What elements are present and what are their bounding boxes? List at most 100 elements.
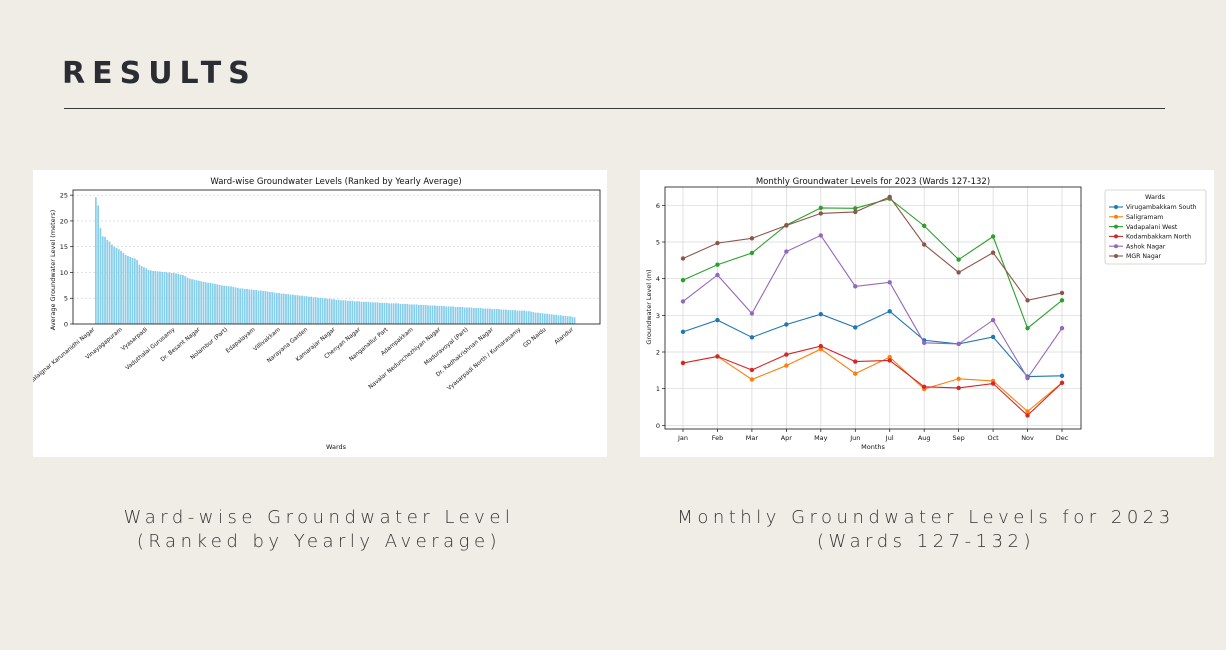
- bar: [266, 291, 269, 324]
- series-point: [715, 354, 720, 359]
- legend-entry-label: Ashok Nagar: [1126, 243, 1166, 250]
- series-point: [715, 272, 720, 278]
- bar-y-tick-label: 15: [60, 243, 68, 251]
- bar: [104, 236, 106, 324]
- bar: [381, 302, 384, 324]
- line-x-tick-label: Aug: [918, 434, 931, 442]
- bar: [321, 298, 324, 324]
- bar: [184, 276, 187, 324]
- bar: [495, 309, 498, 324]
- bar: [534, 312, 537, 324]
- bar: [427, 305, 429, 324]
- series-point: [990, 334, 996, 340]
- series-point: [956, 376, 961, 381]
- bar-plot-frame: [72, 189, 601, 325]
- bar: [209, 282, 212, 324]
- bar: [537, 312, 539, 324]
- bar: [573, 317, 576, 324]
- bar: [509, 310, 512, 324]
- bar: [468, 307, 471, 324]
- series-point: [921, 384, 927, 390]
- bar: [145, 268, 148, 324]
- bar: [500, 309, 503, 324]
- bar: [429, 305, 432, 324]
- series-point: [680, 360, 686, 366]
- series-point: [853, 371, 858, 376]
- bar: [138, 264, 141, 324]
- bar: [452, 306, 455, 324]
- bar: [227, 286, 230, 324]
- line-x-tick-label: Dec: [1056, 434, 1069, 442]
- bar: [333, 299, 335, 324]
- bar: [385, 302, 388, 324]
- bar: [129, 257, 132, 324]
- bar-y-tick-label: 0: [64, 321, 68, 329]
- bar: [120, 250, 122, 324]
- series-line: [682, 196, 1063, 301]
- bar: [232, 286, 235, 324]
- legend-swatch-marker: [1114, 234, 1118, 239]
- line-y-tick-label: 0: [656, 422, 660, 430]
- bar: [285, 294, 287, 324]
- bar: [175, 273, 177, 324]
- bar: [342, 300, 345, 324]
- bar: [569, 316, 571, 324]
- bar: [493, 309, 496, 324]
- legend-entry-label: Virugambakkam South: [1126, 204, 1197, 211]
- line-x-tick-label: Sep: [953, 434, 965, 442]
- bar-x-tick-label: Villivakkam: [253, 327, 282, 353]
- bar: [303, 296, 306, 324]
- bar: [454, 306, 457, 324]
- bar: [390, 303, 393, 324]
- bar: [179, 274, 182, 324]
- bar: [223, 285, 225, 324]
- bar: [559, 315, 562, 324]
- line-chart-x-axis-label: Months: [861, 443, 885, 451]
- line-chart-legend: Wards Virugambakkam South Saligramam Vadap…: [1104, 189, 1207, 265]
- bar: [523, 310, 526, 324]
- bar-y-tick-label: 25: [60, 192, 68, 200]
- bar: [383, 302, 386, 324]
- bar: [246, 288, 248, 324]
- bar: [369, 302, 372, 324]
- series-point: [990, 381, 996, 386]
- bar: [548, 314, 551, 324]
- bar: [319, 297, 322, 324]
- series-point: [921, 242, 927, 247]
- bar: [122, 252, 125, 324]
- bar: [450, 306, 452, 324]
- line-y-tick-label: 1: [656, 385, 660, 393]
- bar: [250, 289, 253, 324]
- bar: [447, 306, 450, 324]
- slide-title: RESULTS: [62, 56, 257, 91]
- bar: [546, 313, 548, 324]
- bar: [243, 288, 246, 324]
- bar: [234, 287, 237, 324]
- bar: [230, 286, 232, 324]
- bar: [521, 310, 523, 324]
- series-point: [956, 257, 961, 262]
- bar: [530, 311, 532, 324]
- bar: [376, 302, 379, 324]
- bar: [346, 300, 349, 324]
- bar: [298, 295, 301, 324]
- line-chart-title: Monthly Groundwater Levels for 2023 (War…: [756, 177, 990, 187]
- bar: [353, 301, 356, 324]
- series-point: [990, 317, 996, 323]
- series-point: [784, 352, 789, 357]
- series-point: [818, 343, 824, 349]
- bar: [498, 309, 500, 324]
- series-point: [784, 363, 789, 368]
- series-point: [956, 385, 961, 391]
- bar: [372, 302, 374, 324]
- series-point: [1025, 325, 1030, 331]
- bar: [504, 309, 507, 324]
- series-point: [784, 249, 789, 254]
- series-point: [887, 354, 892, 360]
- bar: [177, 274, 180, 324]
- bar: [147, 269, 150, 324]
- bar: [340, 300, 342, 324]
- bar: [99, 228, 102, 324]
- series-point: [784, 223, 789, 228]
- series-point: [818, 233, 824, 238]
